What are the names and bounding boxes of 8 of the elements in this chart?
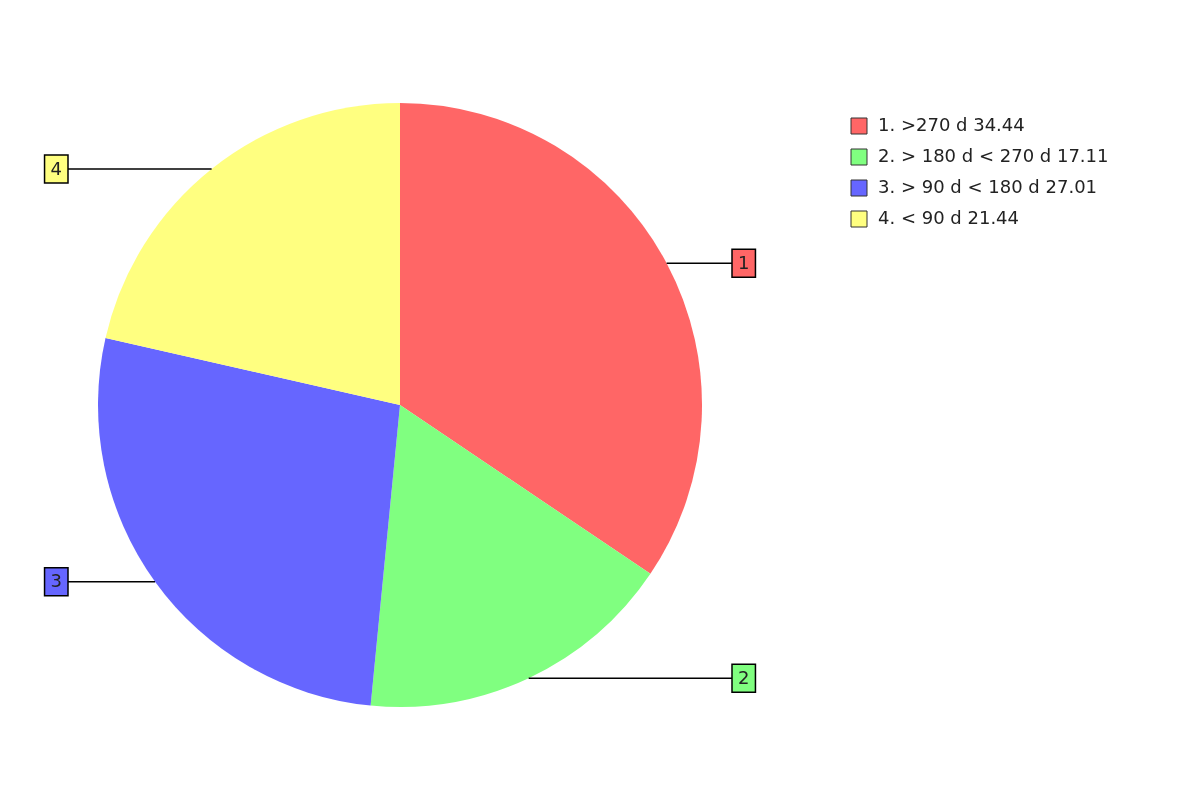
legend-label: 3. > 90 d < 180 d 27.01 xyxy=(878,175,1098,197)
legend-label: 1. >270 d 34.44 xyxy=(878,113,1025,135)
text: 4 xyxy=(50,157,62,179)
text: 1 xyxy=(738,251,750,273)
legend-label: 4. < 90 d 21.44 xyxy=(878,206,1020,228)
text: 2 xyxy=(738,666,750,688)
legend-label: 2. > 180 d < 270 d 17.11 xyxy=(878,144,1109,166)
text: 3 xyxy=(50,570,62,592)
